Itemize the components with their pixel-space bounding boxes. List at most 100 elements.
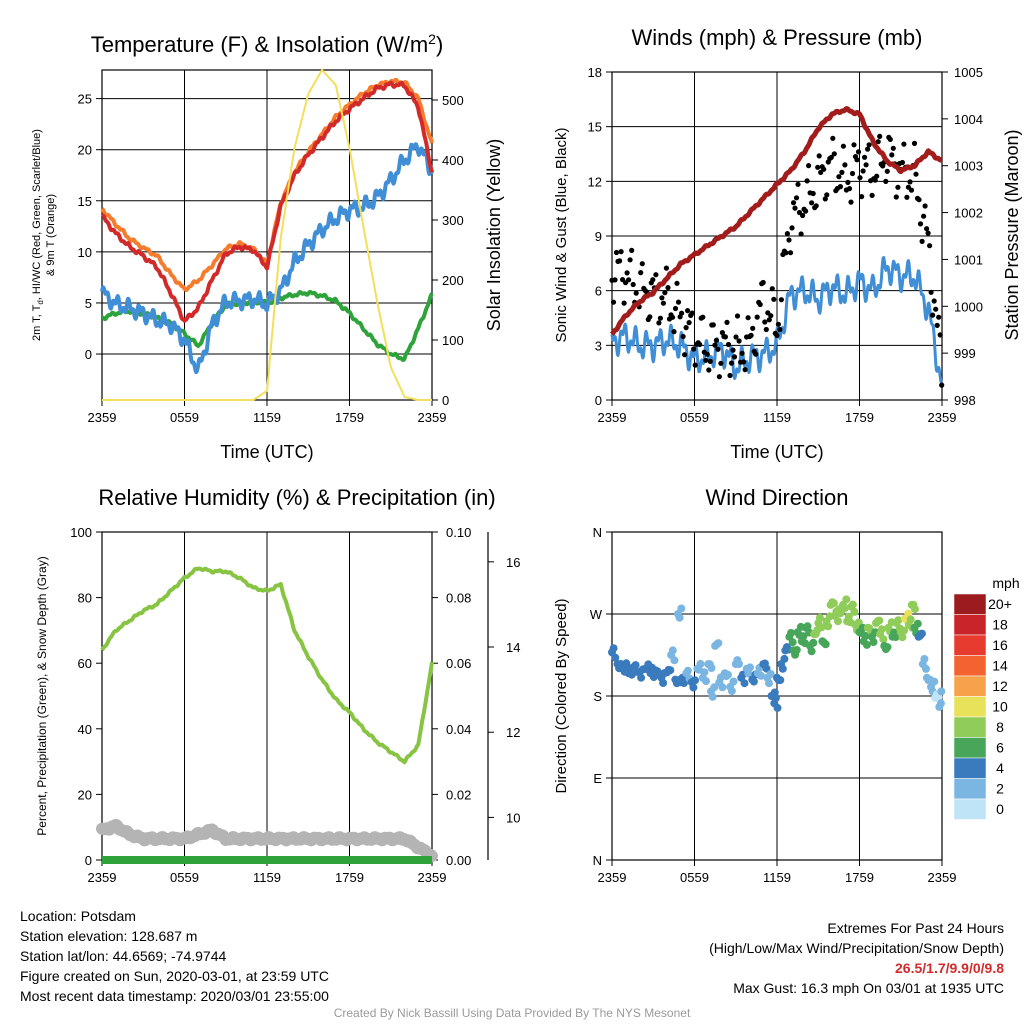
legend-label: 16 (992, 637, 1008, 653)
gust-point (786, 237, 792, 243)
wind-panel-xtick-label: 0559 (680, 410, 709, 425)
direction-point (891, 633, 900, 641)
gust-point (904, 194, 910, 200)
wind-panel-ytick-label: 3 (595, 338, 602, 353)
rh-panel-xtick-label: 1159 (253, 870, 281, 885)
gust-point (815, 164, 821, 170)
gust-point (689, 310, 695, 316)
gust-point (859, 194, 865, 200)
gust-point (766, 317, 772, 323)
temp-title-main: Temperature (F) & Insolation (W/m (91, 32, 428, 57)
rh-panel-ytick-label: 60 (78, 656, 92, 671)
temp-ytick-right-label: 100 (442, 333, 464, 348)
gust-point (836, 174, 842, 180)
gust-point (783, 250, 789, 256)
direction-point (707, 664, 716, 672)
direction-point (609, 644, 618, 653)
direction-point (683, 666, 692, 675)
gust-point (697, 341, 703, 348)
wind-panel-xtick-label: 1159 (763, 410, 791, 425)
direction-point (702, 677, 710, 686)
precip-ytick-label: 0.00 (446, 853, 471, 868)
direction-point (727, 687, 736, 696)
direction-point (842, 595, 851, 604)
temp-series-line (100, 80, 434, 323)
direction-point (677, 604, 686, 613)
gust-point (731, 354, 738, 360)
direction-point (879, 635, 888, 644)
rh-panel-ytick-label: 0 (85, 853, 92, 868)
gust-point (917, 221, 924, 227)
temp-xlabel: Time (UTC) (220, 442, 313, 462)
gust-point (865, 146, 871, 152)
gust-point (830, 135, 836, 141)
gust-point (872, 177, 878, 183)
gust-point (784, 231, 791, 237)
wind-ytick-right-label: 1001 (954, 252, 983, 267)
gust-point (787, 250, 794, 256)
rh-ylabel: Percent, Precipitation (Green), & Snow D… (35, 556, 49, 835)
direction-point (729, 677, 738, 686)
temp-ytick-right-label: 300 (442, 213, 464, 228)
rh-panel-xtick-label: 2359 (88, 870, 117, 885)
extremes-subtitle: (High/Low/Max Wind/Precipitation/Snow De… (709, 940, 1004, 956)
dir-panel-xtick-label: 2359 (598, 870, 627, 885)
precip-ytick-label: 0.08 (446, 591, 471, 606)
station-location: Location: Potsdam (20, 908, 136, 924)
gust-point (806, 163, 812, 169)
recent-timestamp: Most recent data timestamp: 2020/03/01 2… (20, 988, 329, 1004)
dir-panel-axes: 2359 0559 1159 1759 2359 N E S W N (590, 525, 957, 885)
gust-point (831, 151, 837, 157)
direction-point (930, 677, 939, 686)
temp-ylabel-a: 2m T, T (31, 304, 43, 341)
direction-point (922, 664, 930, 673)
gust-point (800, 212, 806, 219)
rh-panel-xtick-label: 2359 (418, 870, 447, 885)
legend-swatch (953, 798, 987, 820)
direction-point (861, 631, 870, 640)
gust-point (936, 314, 942, 320)
direction-point (913, 619, 922, 628)
gust-point (685, 308, 691, 314)
gust-point (813, 203, 819, 209)
direction-point (824, 622, 833, 631)
snow-depth-line (96, 818, 438, 862)
direction-point (714, 639, 723, 648)
gust-point (907, 179, 913, 185)
gust-point (798, 231, 804, 237)
wind-ytick-right-label: 1000 (954, 299, 983, 314)
gust-point (739, 350, 745, 356)
gust-point (777, 326, 783, 333)
dir-panel-xtick-label: 2359 (928, 870, 957, 885)
gust-point (778, 297, 785, 303)
gust-point (683, 325, 689, 331)
gust-point (659, 295, 665, 301)
gust-point (647, 314, 653, 320)
legend-label: 4 (996, 760, 1004, 776)
legend-swatch (953, 634, 987, 656)
temp-panel-xtick-label: 1159 (253, 410, 281, 425)
gust-point (754, 314, 760, 320)
wind-panel-xtick-label: 1759 (845, 410, 874, 425)
gust-point (633, 290, 639, 296)
station-latlon: Station lat/lon: 44.6569; -74.9744 (20, 948, 227, 964)
gust-point (889, 152, 895, 158)
temp-panel-title: Temperature (F) & Insolation (W/m2) (91, 31, 444, 57)
extremes-panel: Extremes For Past 24 Hours (High/Low/Max… (709, 918, 1004, 998)
direction-point (792, 646, 801, 654)
gust-point (790, 200, 797, 206)
gust-point (650, 277, 656, 283)
temp-panel-xtick-label: 1759 (335, 410, 364, 425)
direction-point (735, 660, 743, 668)
gust-point (706, 367, 712, 373)
temp-ytick-right-label: 200 (442, 273, 464, 288)
wind-panel-ytick-label: 9 (595, 229, 602, 244)
direction-point (937, 687, 946, 696)
wind-panel-xtick-label: 2359 (928, 410, 957, 425)
rh-line (100, 566, 434, 765)
gust-point (724, 319, 730, 325)
direction-point (637, 673, 646, 682)
gust-point (908, 187, 915, 193)
gust-point (934, 322, 940, 328)
direction-point (691, 676, 699, 685)
